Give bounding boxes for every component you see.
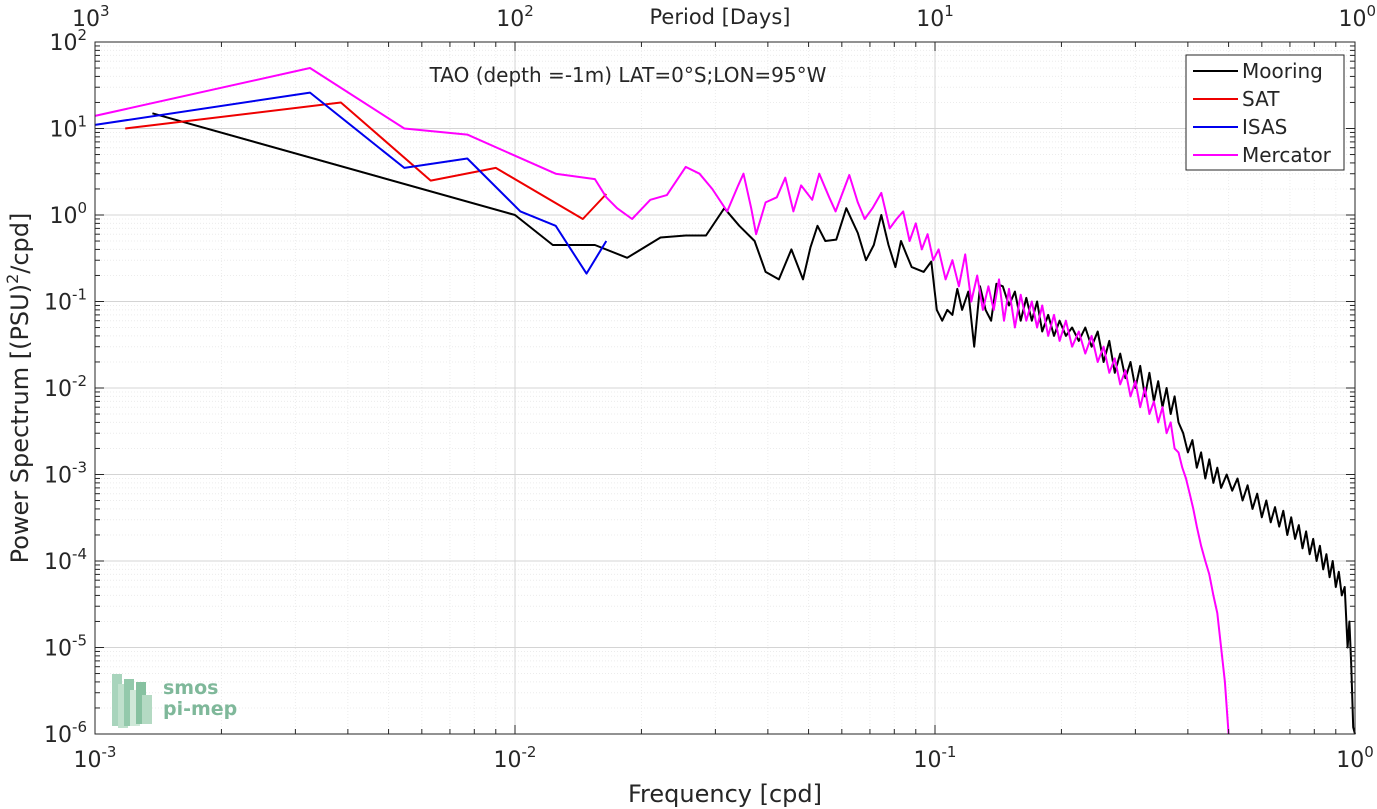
x-axis-label: Frequency [cpd] bbox=[628, 780, 822, 808]
legend: Mooring SAT ISAS Mercator bbox=[1185, 54, 1345, 171]
top-axis-label: Period [Days] bbox=[650, 5, 791, 29]
chart-title: TAO (depth =-1m) LAT=0°S;LON=95°W bbox=[429, 63, 827, 87]
top-tick-label: 101 bbox=[916, 2, 954, 32]
legend-label-mooring: Mooring bbox=[1242, 59, 1323, 83]
y-tick-label: 101 bbox=[49, 113, 87, 143]
top-tick-label: 102 bbox=[496, 2, 534, 32]
y-tick-label: 100 bbox=[49, 199, 87, 229]
legend-label-isas: ISAS bbox=[1242, 115, 1287, 139]
y-tick-label: 10-2 bbox=[44, 372, 87, 402]
logo-text-pimep: pi-mep bbox=[163, 698, 237, 720]
y-tick-label: 102 bbox=[49, 26, 87, 56]
series-line-sat bbox=[125, 101, 608, 220]
logo-text-smos: smos bbox=[163, 677, 218, 699]
smos-pimep-logo: smos pi-mep bbox=[112, 674, 237, 728]
y-tick-label: 10-3 bbox=[44, 459, 87, 489]
x-tick-label: 10-1 bbox=[914, 743, 957, 773]
top-tick-labels: 103 102 101 100 bbox=[72, 2, 1376, 32]
legend-label-mercator: Mercator bbox=[1242, 143, 1332, 167]
plot-series bbox=[94, 67, 1356, 735]
legend-box bbox=[1185, 54, 1345, 171]
top-tick-label: 103 bbox=[72, 2, 110, 32]
x-tick-labels: 10-3 10-2 10-1 100 bbox=[74, 743, 1374, 773]
y-tick-label: 10-5 bbox=[44, 632, 87, 662]
series-line-isas bbox=[94, 91, 608, 275]
x-tick-label: 10-2 bbox=[494, 743, 537, 773]
series-line-mercator bbox=[94, 67, 1230, 735]
y-tick-labels: 102 101 100 10-1 10-2 10-3 10-4 10-5 10-6 bbox=[44, 26, 87, 748]
top-tick-label: 100 bbox=[1338, 2, 1376, 32]
series-line-mooring bbox=[152, 112, 1356, 735]
y-tick-label: 10-6 bbox=[44, 718, 87, 748]
legend-label-sat: SAT bbox=[1242, 87, 1280, 111]
y-tick-label: 10-1 bbox=[44, 286, 87, 316]
x-tick-label: 10-3 bbox=[74, 743, 117, 773]
y-tick-label: 10-4 bbox=[44, 545, 87, 575]
minor-ticks bbox=[94, 41, 1356, 735]
y-axis-label: Power Spectrum [(PSU)2/cpd] bbox=[3, 213, 34, 564]
x-tick-label: 100 bbox=[1336, 743, 1374, 773]
